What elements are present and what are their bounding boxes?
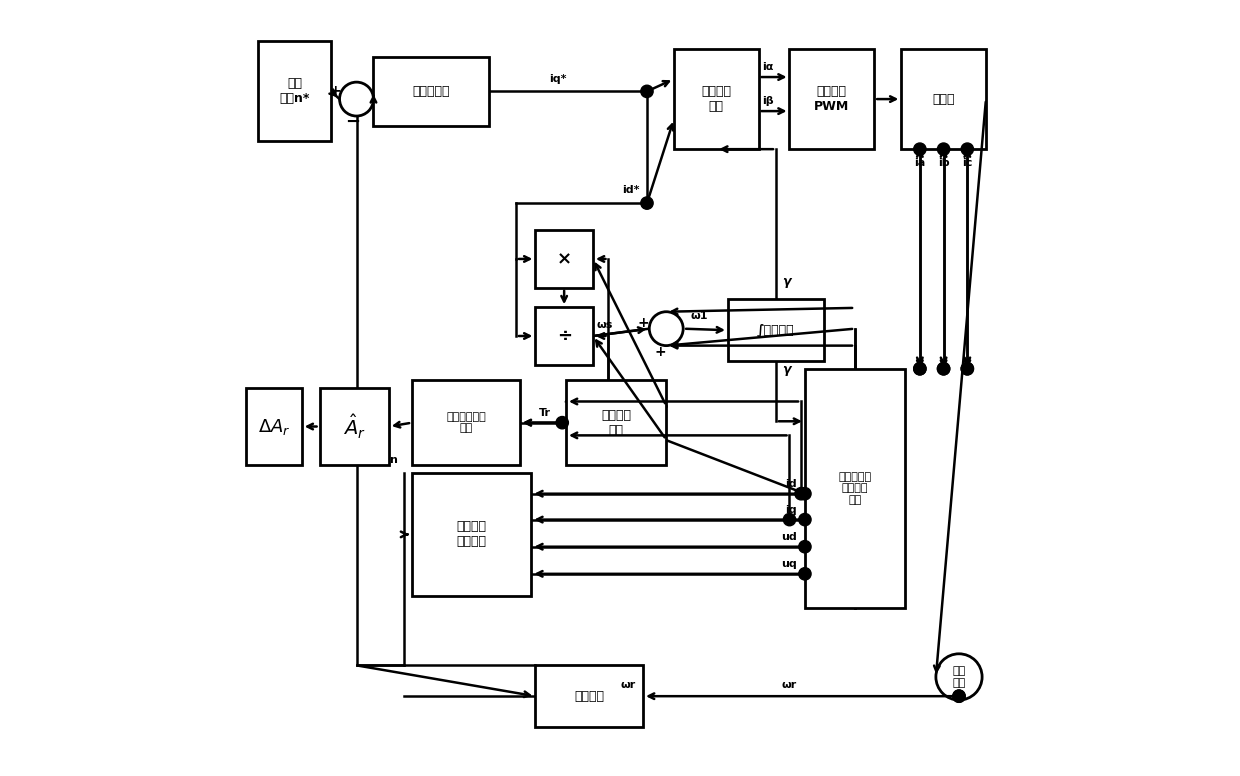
Text: γ: γ	[782, 275, 791, 288]
Bar	[412, 473, 532, 596]
Text: −: −	[345, 113, 360, 131]
Circle shape	[961, 362, 973, 375]
Text: 转子绕组温度
监测: 转子绕组温度 监测	[446, 412, 486, 434]
Text: ωr: ωr	[782, 680, 797, 690]
Bar	[412, 380, 520, 465]
Text: ia: ia	[914, 158, 925, 168]
Text: 转速调节器: 转速调节器	[413, 85, 450, 98]
Text: 异步
电机: 异步 电机	[952, 666, 966, 688]
Circle shape	[556, 417, 568, 429]
Circle shape	[936, 654, 982, 700]
Bar	[901, 49, 986, 149]
Bar	[805, 369, 905, 608]
Bar	[536, 665, 644, 727]
Text: ωs: ωs	[596, 320, 614, 330]
Text: 时间常数
估算: 时间常数 估算	[601, 409, 631, 437]
Text: 旋转坐标
变换: 旋转坐标 变换	[702, 85, 732, 113]
Circle shape	[914, 362, 926, 375]
Text: ic: ic	[962, 158, 972, 168]
Text: γ: γ	[782, 363, 791, 376]
Bar	[258, 41, 331, 141]
Bar	[320, 388, 389, 465]
Bar	[790, 49, 874, 149]
Text: ud: ud	[781, 532, 797, 542]
Text: 电流跟踪
PWM: 电流跟踪 PWM	[815, 85, 849, 113]
Text: +: +	[637, 316, 649, 330]
Bar	[728, 300, 825, 361]
Circle shape	[340, 82, 373, 116]
Text: id*: id*	[621, 185, 640, 196]
Bar	[247, 388, 301, 465]
Circle shape	[937, 362, 950, 375]
Text: 逆变器: 逆变器	[932, 92, 955, 106]
Circle shape	[799, 487, 811, 500]
Circle shape	[650, 312, 683, 345]
Text: iβ: iβ	[761, 96, 774, 106]
Circle shape	[799, 568, 811, 580]
Text: ib: ib	[937, 158, 950, 168]
Text: 转速反馈: 转速反馈	[574, 690, 604, 703]
Circle shape	[641, 85, 653, 98]
Text: +: +	[655, 345, 666, 359]
Circle shape	[914, 362, 926, 375]
Circle shape	[937, 143, 950, 155]
Circle shape	[937, 362, 950, 375]
Circle shape	[795, 487, 807, 500]
Text: iα: iα	[761, 62, 773, 72]
Circle shape	[799, 541, 811, 553]
Circle shape	[961, 143, 973, 155]
Text: n: n	[388, 455, 397, 465]
Circle shape	[799, 514, 811, 526]
Text: 电压电流检
测及坐标
变换: 电压电流检 测及坐标 变换	[838, 472, 872, 504]
Circle shape	[961, 362, 973, 375]
Circle shape	[641, 197, 653, 210]
Text: +: +	[329, 85, 341, 99]
Bar	[673, 49, 759, 149]
Text: Tr: Tr	[538, 408, 551, 418]
Bar	[373, 57, 489, 126]
Text: uq: uq	[781, 559, 797, 570]
Text: ω1: ω1	[691, 311, 708, 321]
Text: iq: iq	[786, 505, 797, 515]
Circle shape	[952, 690, 965, 702]
Text: ÷: ÷	[557, 327, 572, 345]
Text: ×: ×	[557, 250, 572, 268]
Circle shape	[952, 690, 965, 702]
Text: 转子磁场
定向调节: 转子磁场 定向调节	[456, 521, 486, 549]
Bar	[536, 307, 593, 365]
Text: 给定
转速n*: 给定 转速n*	[279, 78, 310, 106]
Circle shape	[914, 143, 926, 155]
Text: $\Delta A_r$: $\Delta A_r$	[258, 417, 290, 437]
Circle shape	[784, 514, 796, 526]
Text: $\hat{A}_r$: $\hat{A}_r$	[342, 412, 366, 441]
Text: ωr: ωr	[620, 680, 635, 690]
Bar	[567, 380, 666, 465]
Text: ∫（积分）: ∫（积分）	[758, 324, 795, 337]
Text: iq*: iq*	[549, 74, 567, 84]
Bar	[536, 230, 593, 288]
Text: id: id	[786, 479, 797, 489]
